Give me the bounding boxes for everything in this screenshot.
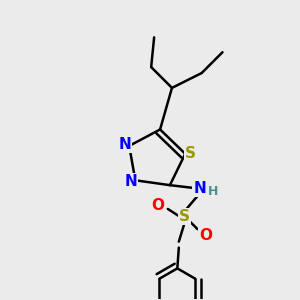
Text: N: N [124,174,137,189]
Text: H: H [208,184,218,198]
Text: N: N [193,181,206,196]
Text: N: N [118,137,131,152]
Text: O: O [199,228,212,243]
Text: S: S [179,209,190,224]
Text: O: O [152,199,164,214]
Text: S: S [185,146,196,161]
